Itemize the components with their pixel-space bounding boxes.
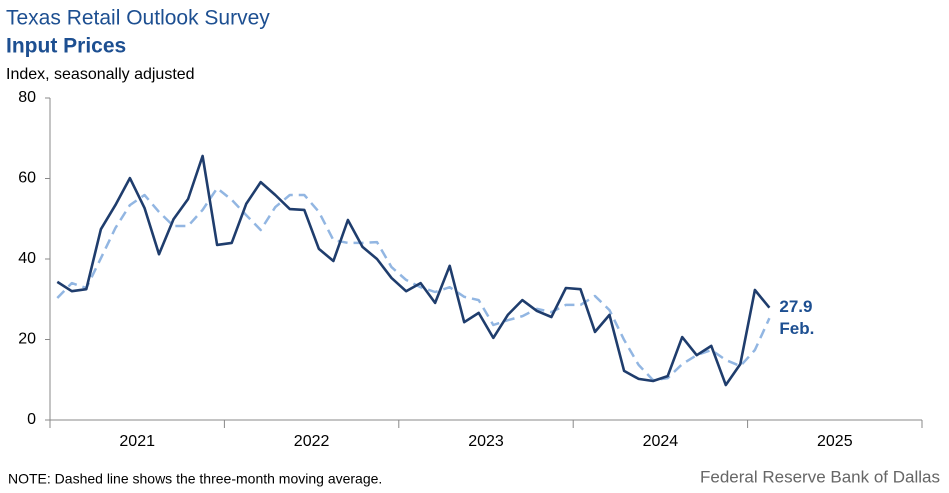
source: Federal Reserve Bank of Dallas — [700, 467, 940, 486]
y-axis-label: Index, seasonally adjusted — [6, 66, 195, 83]
y-tick-label: 20 — [18, 331, 36, 348]
x-tick-label: 2023 — [468, 433, 504, 450]
y-tick-label: 40 — [18, 250, 36, 267]
data-label: 27.9 — [779, 297, 812, 316]
y-tick-label: 0 — [27, 411, 36, 428]
chart-title: Texas Retail Outlook Survey — [6, 7, 270, 30]
chart-subtitle: Input Prices — [6, 35, 126, 58]
x-tick-label: 2021 — [119, 433, 155, 450]
y-tick-label: 60 — [18, 170, 36, 187]
x-tick-label: 2022 — [294, 433, 330, 450]
x-tick-label: 2025 — [817, 433, 853, 450]
index-line — [56, 154, 771, 387]
y-tick-label: 80 — [18, 89, 36, 106]
x-tick-label: 2024 — [643, 433, 679, 450]
moving-average-line — [56, 186, 771, 382]
note: NOTE: Dashed line shows the three-month … — [8, 471, 382, 487]
annotation: Feb. — [779, 319, 814, 338]
